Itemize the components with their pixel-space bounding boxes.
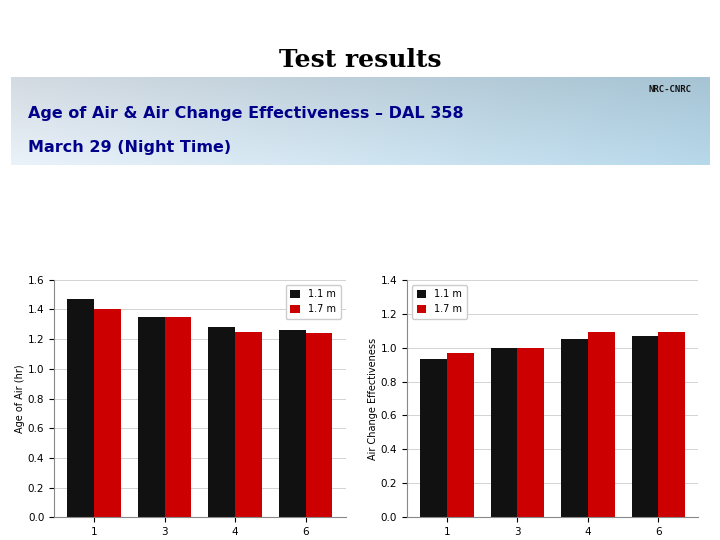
Bar [208, 327, 235, 517]
Bar [305, 333, 333, 517]
Text: Energy savings through DAL358 and DAL 359: Energy savings through DAL358 and DAL 35… [100, 12, 476, 28]
Bar [67, 299, 94, 517]
Bar [588, 332, 615, 517]
Bar [447, 353, 474, 517]
Text: March 29 (Night Time): March 29 (Night Time) [28, 140, 231, 154]
Text: Test results: Test results [279, 48, 441, 72]
Bar [165, 317, 192, 517]
Text: Age of Air & Air Change Effectiveness – DAL 358: Age of Air & Air Change Effectiveness – … [28, 106, 464, 121]
Bar [235, 332, 262, 517]
Y-axis label: Air Change Effectiveness: Air Change Effectiveness [368, 338, 378, 460]
Bar [279, 330, 305, 517]
Text: 15: 15 [675, 11, 700, 29]
Text: NRC-CNRC: NRC-CNRC [649, 85, 692, 94]
Bar [490, 348, 518, 517]
Y-axis label: Age of Air (hr): Age of Air (hr) [15, 364, 25, 433]
Bar [518, 348, 544, 517]
Bar [138, 317, 165, 517]
Legend: 1.1 m, 1.7 m: 1.1 m, 1.7 m [412, 285, 467, 319]
Bar [420, 360, 447, 517]
Bar [561, 339, 588, 517]
Bar [94, 309, 121, 517]
Legend: 1.1 m, 1.7 m: 1.1 m, 1.7 m [286, 285, 341, 319]
Bar [658, 332, 685, 517]
Bar [631, 336, 658, 517]
